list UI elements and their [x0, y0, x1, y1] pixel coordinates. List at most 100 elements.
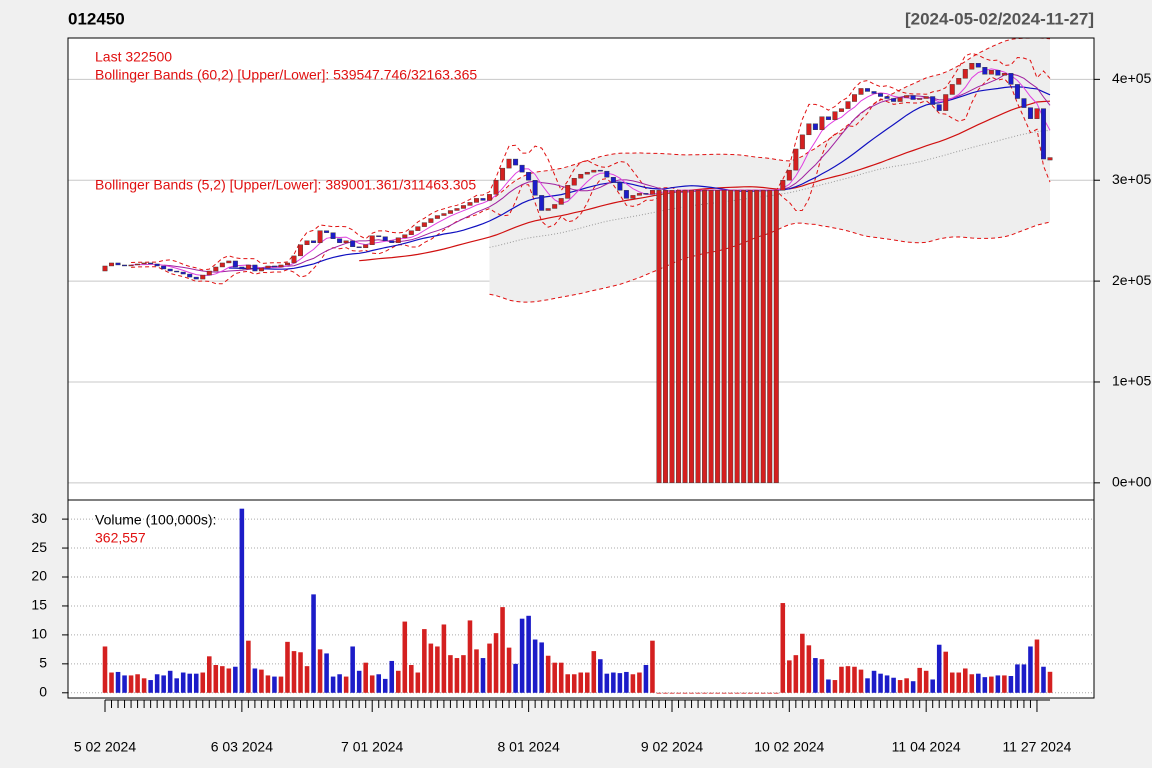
candle-body: [695, 190, 701, 484]
y-tick-label: 4e+05: [1112, 70, 1152, 86]
candle-body: [715, 190, 721, 484]
candle-body: [500, 167, 506, 181]
candle-body: [115, 262, 121, 266]
candle-body: [838, 108, 844, 112]
candle-body: [493, 180, 499, 195]
indicator-line: [131, 68, 1051, 277]
candle-body: [441, 213, 447, 216]
candle-body: [571, 178, 577, 186]
volume-bar: [506, 647, 512, 693]
volume-bar: [1002, 675, 1007, 693]
volume-bar: [617, 673, 623, 693]
volume-bar: [949, 672, 955, 693]
candle-body: [832, 111, 838, 120]
volume-bar: [689, 692, 694, 694]
volume-bar: [389, 660, 395, 693]
candle-body: [128, 264, 134, 267]
volume-bar: [454, 658, 460, 693]
candle-body: [721, 190, 727, 484]
candle-body: [226, 260, 232, 264]
candle-body: [773, 190, 779, 484]
volume-bar: [956, 672, 962, 693]
volume-bar: [415, 672, 421, 693]
candle-body: [1001, 73, 1007, 76]
candle-body: [943, 94, 949, 111]
volume-bar: [187, 673, 193, 693]
candle-body: [786, 169, 792, 181]
volume-bar: [637, 672, 642, 693]
volume-bar: [435, 646, 440, 693]
candle-body: [741, 190, 747, 484]
volume-bar: [487, 643, 492, 693]
candle-body: [239, 266, 245, 270]
candle-body: [187, 273, 193, 278]
indicator-line: [359, 100, 1051, 262]
candle-body: [682, 190, 688, 484]
candle-body: [408, 230, 414, 235]
volume-bar: [643, 665, 649, 693]
volume-bar: [702, 692, 707, 694]
candle-body: [878, 93, 884, 97]
plot-layer: [68, 38, 1094, 694]
volume-bar: [1047, 671, 1053, 693]
candle-body: [910, 95, 916, 100]
candle-body: [702, 190, 708, 484]
candle-body: [428, 218, 434, 223]
candle-body: [669, 190, 675, 484]
volume-bar: [650, 640, 655, 693]
y-tick-label: 3e+05: [1112, 171, 1152, 187]
candle-body: [865, 88, 870, 92]
candle-body: [643, 193, 649, 195]
volume-bar: [1021, 664, 1027, 693]
candle-body: [161, 265, 167, 270]
candle-body: [663, 190, 668, 484]
volume-bar: [884, 675, 890, 693]
volume-bar: [754, 692, 760, 694]
candle-body: [447, 210, 453, 214]
volume-bar: [363, 662, 368, 693]
volume-bar: [233, 666, 238, 693]
volume-bar: [806, 645, 812, 693]
volume-bar: [930, 679, 935, 693]
candle-body: [623, 190, 629, 199]
volume-frame: [67, 499, 1095, 699]
volume-bar: [180, 672, 186, 693]
volume-bar: [128, 675, 134, 693]
volume-title: Volume (100,000s):: [95, 512, 216, 528]
volume-bar: [343, 676, 349, 693]
volume-bar: [969, 674, 975, 693]
candle-body: [415, 226, 421, 231]
candle-body: [343, 240, 349, 243]
candle-body: [271, 265, 277, 268]
candle-body: [278, 264, 284, 268]
candle-body: [812, 123, 818, 130]
volume-bar: [350, 646, 355, 693]
candle-body: [1014, 84, 1020, 99]
indicator-line: [163, 73, 1051, 273]
candle-body: [395, 237, 401, 243]
candle-body: [532, 180, 538, 196]
volume-bar: [552, 662, 557, 693]
volume-bar: [141, 678, 147, 693]
volume-bar: [871, 670, 877, 693]
volume-bar: [369, 675, 375, 693]
candle-body: [988, 70, 994, 75]
volume-bar: [878, 673, 883, 693]
volume-bar: [747, 692, 753, 694]
x-tick-label: 11 27 2024: [1002, 739, 1071, 755]
candle-body: [539, 195, 545, 211]
candle-body: [904, 95, 910, 98]
volume-bar: [154, 674, 160, 693]
volume-bar: [1034, 639, 1040, 693]
volume-bar: [324, 653, 329, 693]
annotation: Last 322500: [95, 49, 172, 65]
volume-bar: [910, 681, 916, 693]
volume-bar: [311, 594, 316, 693]
candle-body: [122, 264, 128, 267]
volume-bar: [526, 615, 531, 693]
date-range: [2024-05-02/2024-11-27]: [905, 9, 1094, 28]
volume-bar: [539, 642, 544, 693]
candle-body: [754, 190, 760, 484]
candle-body: [148, 262, 154, 265]
